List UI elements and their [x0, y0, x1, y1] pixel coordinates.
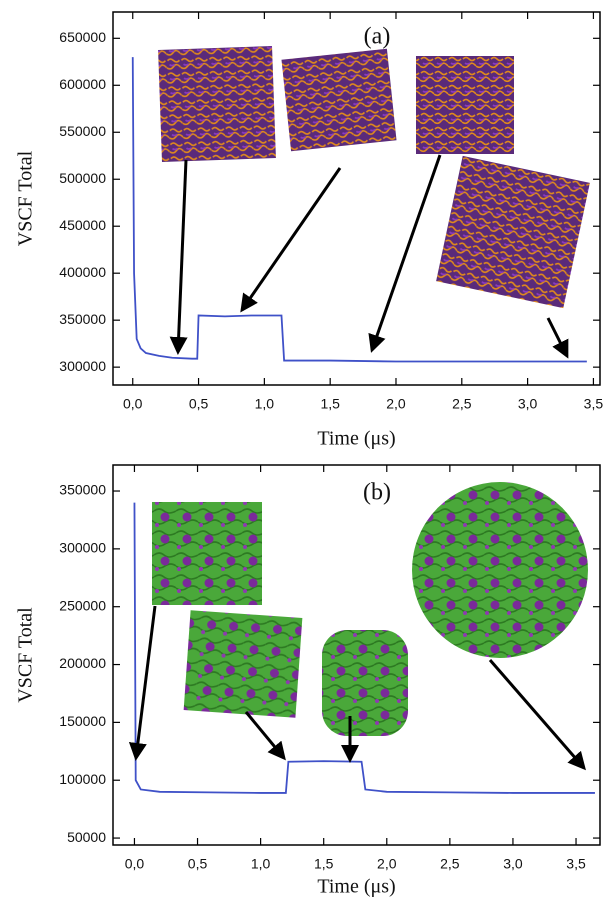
y-tick-label: 550000 [59, 123, 106, 139]
panel-label: (b) [363, 480, 391, 506]
x-axis-label: Time (μs) [317, 876, 395, 898]
x-tick-label: 0,0 [125, 856, 145, 872]
x-tick-label: 0,0 [123, 396, 143, 412]
y-tick-label: 450000 [59, 217, 106, 233]
x-tick-label: 1,5 [314, 856, 334, 872]
y-tick-label: 400000 [59, 264, 106, 280]
x-tick-label: 3,5 [584, 396, 604, 412]
x-tick-label: 2,0 [377, 856, 397, 872]
y-tick-label: 50000 [67, 829, 106, 845]
snapshots [152, 46, 590, 736]
y-tick-label: 350000 [59, 482, 106, 498]
x-tick-label: 1,0 [251, 856, 271, 872]
snapshot-image [416, 56, 514, 154]
snapshot-image [322, 630, 408, 736]
x-tick-label: 3,0 [503, 856, 523, 872]
x-tick-label: 1,0 [255, 396, 275, 412]
snapshot-image [184, 610, 303, 718]
x-tick-label: 2,5 [440, 856, 460, 872]
y-tick-label: 100000 [59, 771, 106, 787]
snapshot-image [158, 46, 276, 162]
y-tick-label: 250000 [59, 597, 106, 613]
snapshot-image [152, 502, 262, 605]
y-tick-label: 300000 [59, 358, 106, 374]
y-tick-label: 300000 [59, 540, 106, 556]
arrow [548, 318, 567, 356]
page: {"chart_data": [ {"type": "line", "annot… [0, 0, 605, 908]
y-axis-label: VSCF Total [15, 150, 37, 246]
snapshot-image [281, 49, 396, 152]
snapshot-image [436, 156, 590, 308]
y-tick-label: 350000 [59, 311, 106, 327]
x-tick-label: 3,0 [518, 396, 538, 412]
arrow [246, 712, 284, 758]
y-tick-label: 200000 [59, 655, 106, 671]
y-tick-label: 150000 [59, 713, 106, 729]
y-axis-label: VSCF Total [15, 607, 37, 703]
x-axis-label: Time (μs) [317, 428, 395, 450]
arrow [372, 155, 440, 350]
y-tick-label: 500000 [59, 170, 106, 186]
arrow [136, 606, 155, 758]
x-tick-label: 1,5 [320, 396, 340, 412]
x-tick-label: 0,5 [189, 396, 209, 412]
arrow [178, 160, 186, 352]
snapshot-image [412, 482, 588, 658]
y-tick-label: 600000 [59, 76, 106, 92]
figure: 300000 350000 400000 450000 500000 550000 6000… [0, 0, 605, 908]
arrow [490, 660, 584, 768]
x-tick-label: 2,0 [386, 396, 406, 412]
y-tick-label: 650000 [59, 29, 106, 45]
x-tick-label: 3,5 [566, 856, 586, 872]
panel-label: (a) [364, 24, 391, 50]
x-tick-label: 2,5 [452, 396, 472, 412]
arrow [242, 168, 340, 310]
x-tick-label: 0,5 [188, 856, 208, 872]
